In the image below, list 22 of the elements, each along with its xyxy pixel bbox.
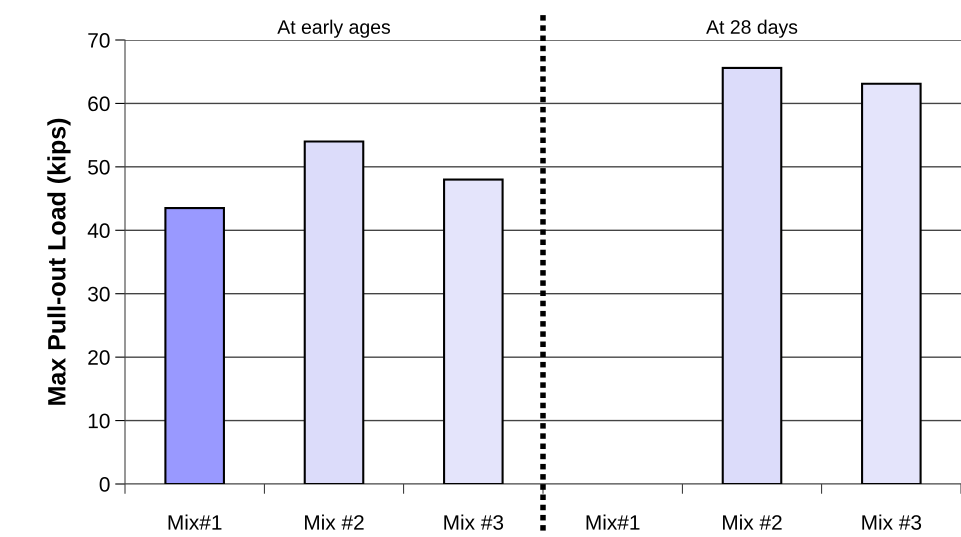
y-axis-title: Max Pull-out Load (kips) bbox=[47, 118, 71, 405]
bar bbox=[722, 66, 782, 484]
y-tick-label: 70 bbox=[88, 33, 110, 48]
y-tick-label: 30 bbox=[88, 286, 110, 302]
x-tick-label: Mix#1 bbox=[586, 514, 640, 530]
x-tick-label: Mix #3 bbox=[444, 514, 504, 530]
text: At 28 days bbox=[706, 20, 798, 38]
y-tick-label: 0 bbox=[100, 477, 110, 492]
bar bbox=[304, 140, 364, 484]
x-tick-label: Mix #3 bbox=[862, 514, 922, 530]
text: At early ages bbox=[277, 20, 390, 38]
bar bbox=[164, 207, 225, 484]
bar bbox=[861, 82, 922, 484]
y-tick-label: 50 bbox=[88, 160, 110, 175]
y-tick-label: 40 bbox=[88, 223, 110, 238]
x-tick-label: Mix #2 bbox=[723, 514, 782, 530]
y-tick-label: 10 bbox=[88, 414, 110, 428]
x-tick-label: Mix#1 bbox=[168, 514, 222, 530]
bar bbox=[443, 178, 504, 484]
x-tick-label: Mix #2 bbox=[305, 514, 364, 530]
y-tick-label: 60 bbox=[88, 96, 110, 112]
y-tick-label: 20 bbox=[88, 350, 110, 365]
